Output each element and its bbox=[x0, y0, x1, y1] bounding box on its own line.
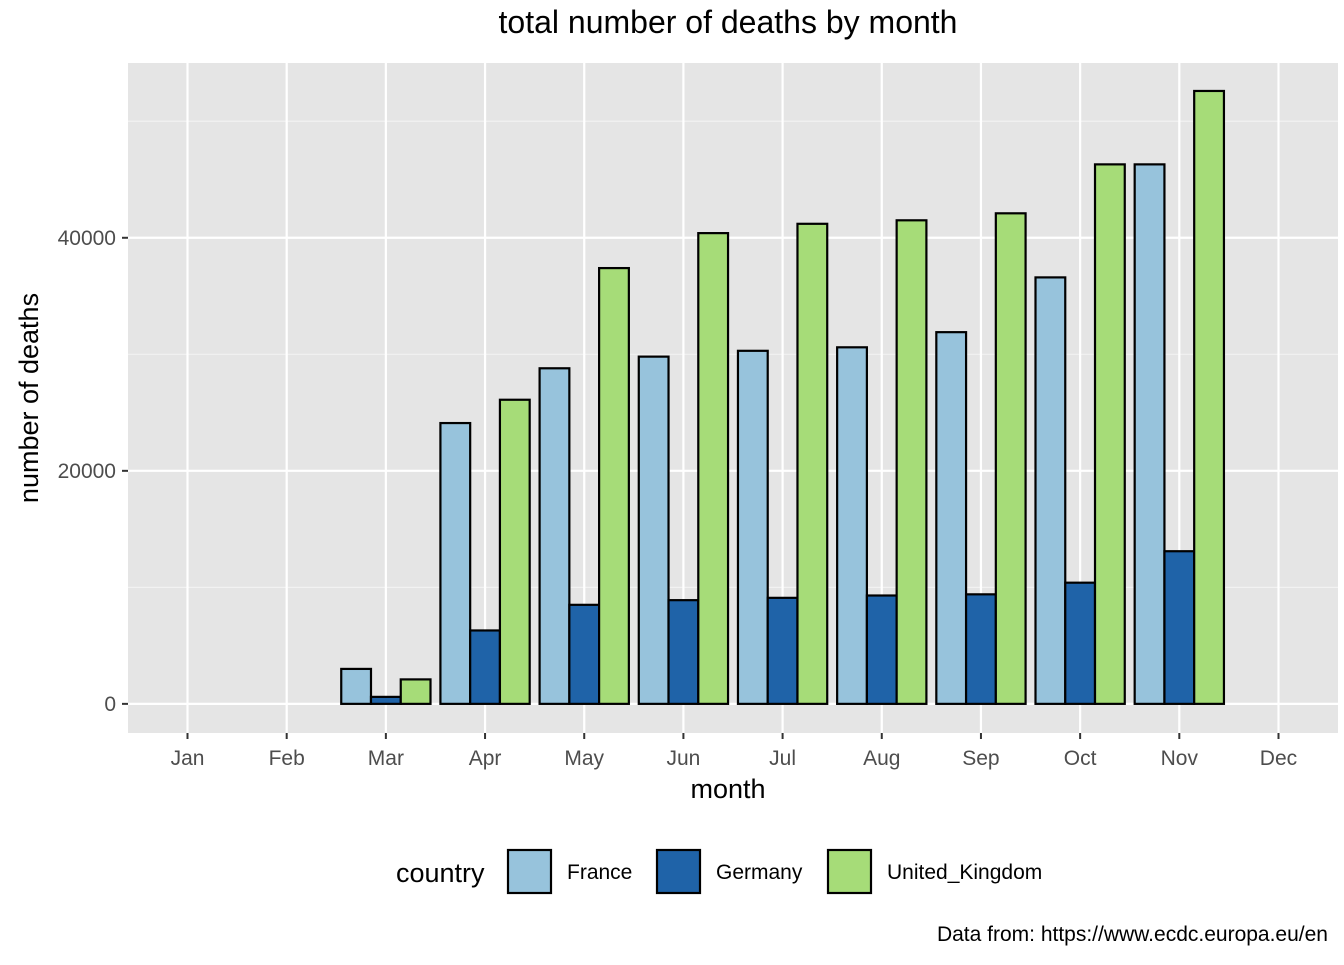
legend-label: Germany bbox=[716, 861, 803, 884]
bar-united-kingdom-jul bbox=[796, 222, 829, 705]
bars-layer bbox=[340, 89, 1226, 705]
bar-germany-sep bbox=[964, 593, 997, 705]
caption: Data from: https://www.ecdc.europa.eu/en bbox=[937, 923, 1328, 946]
legend-label: France bbox=[567, 861, 632, 884]
legend-key bbox=[506, 848, 553, 895]
x-tick-label: Dec bbox=[1260, 747, 1297, 770]
bar-france-aug bbox=[836, 346, 868, 705]
bar-france-oct bbox=[1034, 276, 1067, 705]
x-tick-label: Jun bbox=[666, 747, 700, 770]
bar-france-apr bbox=[439, 421, 472, 705]
chart-title: total number of deaths by month bbox=[499, 4, 958, 40]
x-tick-label: Jul bbox=[769, 747, 796, 770]
legend-label: United_Kingdom bbox=[887, 861, 1042, 884]
x-tick-label: Aug bbox=[863, 747, 900, 770]
x-tick-label: Sep bbox=[962, 747, 999, 770]
bar-france-mar bbox=[340, 667, 373, 705]
bar-united-kingdom-apr bbox=[498, 398, 531, 705]
bar-germany-oct bbox=[1064, 581, 1097, 705]
bar-germany-jun bbox=[667, 599, 700, 705]
legend-key bbox=[826, 848, 873, 895]
bar-france-sep bbox=[935, 331, 968, 705]
bar-united-kingdom-jun bbox=[697, 232, 730, 705]
bar-france-jun bbox=[637, 355, 670, 705]
bar-france-nov bbox=[1133, 163, 1166, 705]
bar-germany-may bbox=[568, 603, 601, 705]
x-tick-label: Oct bbox=[1064, 747, 1097, 770]
x-tick-label: Feb bbox=[269, 747, 305, 770]
bar-united-kingdom-nov bbox=[1193, 89, 1226, 705]
bar-germany-apr bbox=[469, 629, 502, 705]
x-tick-label: Jan bbox=[171, 747, 205, 770]
y-tick-label: 20000 bbox=[58, 460, 116, 483]
axis-layer: 0 20000 40000 Jan Feb Mar Apr May Jun Jul Aug Sep Oc… bbox=[58, 227, 1298, 770]
y-tick-label: 40000 bbox=[58, 227, 116, 250]
bar-france-jul bbox=[736, 349, 769, 705]
bar-united-kingdom-mar bbox=[399, 678, 432, 705]
y-tick-label: 0 bbox=[104, 693, 116, 716]
legend-title: country bbox=[396, 858, 485, 888]
x-tick-label: Mar bbox=[368, 747, 404, 770]
legend: country France Germany United_Kingdom bbox=[396, 848, 1042, 895]
bar-united-kingdom-aug bbox=[895, 219, 928, 705]
bar-germany-aug bbox=[865, 594, 898, 705]
bar-germany-mar bbox=[369, 695, 402, 705]
bar-germany-nov bbox=[1163, 550, 1196, 705]
bar-germany-jul bbox=[766, 596, 799, 705]
legend-key bbox=[655, 848, 702, 895]
y-axis-title: number of deaths bbox=[14, 293, 44, 503]
x-tick-label: May bbox=[564, 747, 604, 770]
bar-united-kingdom-may bbox=[598, 266, 630, 705]
bar-france-may bbox=[538, 367, 571, 705]
bar-united-kingdom-sep bbox=[994, 212, 1027, 705]
x-tick-label: Apr bbox=[469, 747, 502, 770]
x-tick-label: Nov bbox=[1161, 747, 1199, 770]
x-axis-title: month bbox=[690, 774, 765, 804]
bar-united-kingdom-oct bbox=[1093, 163, 1126, 705]
